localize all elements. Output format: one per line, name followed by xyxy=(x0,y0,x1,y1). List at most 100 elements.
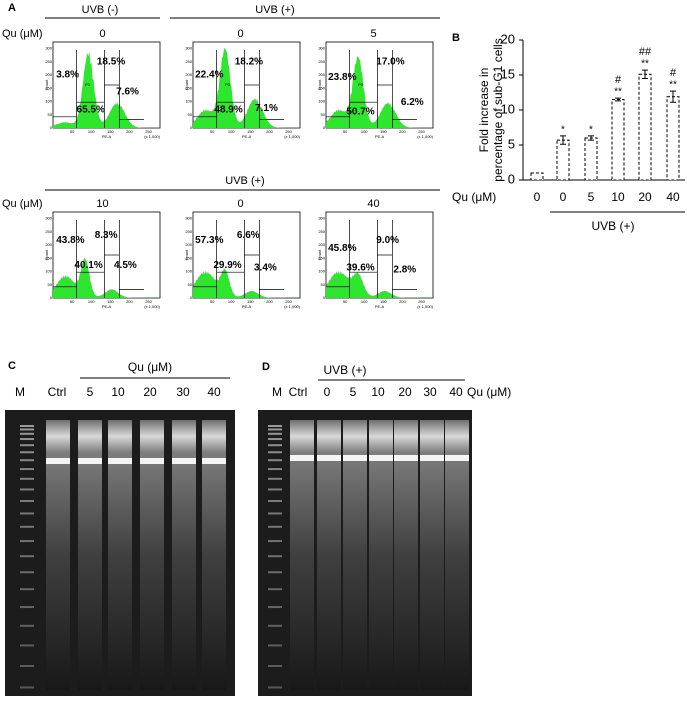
gate-percent: 29.9% xyxy=(213,260,241,271)
x-tick-label: 150 xyxy=(247,299,254,304)
bar xyxy=(584,137,598,181)
x-tick-label: 100 xyxy=(228,299,235,304)
ladder-band xyxy=(20,540,34,543)
axis-title: PE-A xyxy=(242,134,252,139)
significance-hash: # xyxy=(670,67,677,79)
y-tick-label: 200 xyxy=(318,242,325,247)
gate-percent: 39.6% xyxy=(346,263,374,274)
ladder-band xyxy=(268,624,282,627)
x-tick-label: 100 xyxy=(88,299,95,304)
lane-label: 20 xyxy=(143,385,157,399)
lane-label: 30 xyxy=(176,385,190,399)
x-tick-label: 0 xyxy=(560,190,567,204)
y-tick-label: 250 xyxy=(318,229,325,234)
ladder-band xyxy=(268,512,282,515)
y-tick-label: 20 xyxy=(501,31,515,46)
gate-percent: 7.6% xyxy=(116,87,139,98)
y-tick-label: 300 xyxy=(45,46,52,51)
gate-percent: 50.7% xyxy=(346,106,374,117)
x-tick-label: 150 xyxy=(107,299,114,304)
y-tick-label: 250 xyxy=(318,59,325,64)
gate-percent: 57.3% xyxy=(195,235,223,246)
x-tick-label: 40 xyxy=(666,190,680,204)
axis-title: PE-A xyxy=(102,304,112,309)
band xyxy=(78,458,102,464)
ladder-band xyxy=(268,525,282,528)
x-tick-label: 50 xyxy=(210,129,215,134)
lane-label: 10 xyxy=(111,385,125,399)
lane-label: 5 xyxy=(87,385,94,399)
gate-percent: 22.4% xyxy=(195,69,223,80)
gate-percent: 18.2% xyxy=(235,56,263,67)
band xyxy=(290,455,314,461)
ladder-band xyxy=(268,606,282,609)
axis-unit: (x 1,000) xyxy=(284,304,300,309)
y-tick-label: 10 xyxy=(501,101,515,116)
ladder-band xyxy=(268,555,282,558)
group-label: UVB (+) xyxy=(323,363,366,377)
ladder-band xyxy=(268,432,282,435)
gate-percent: 2.8% xyxy=(393,264,416,275)
y-tick-label: 50 xyxy=(48,282,53,287)
ladder-band xyxy=(20,512,34,515)
gate-percent: 6.6% xyxy=(237,230,260,241)
group-header: UVB (+) xyxy=(255,4,294,16)
axis-title: PE-A xyxy=(102,134,112,139)
x-tick-label: 250 xyxy=(418,299,425,304)
lane-label: 10 xyxy=(371,385,385,399)
histogram xyxy=(193,268,300,298)
axis-unit: (x 1,000) xyxy=(417,134,433,139)
x-tick-label: 100 xyxy=(88,129,95,134)
gate-percent: 40.1% xyxy=(74,260,102,271)
ladder-band xyxy=(20,444,34,447)
band xyxy=(369,455,393,461)
y-tick-label: 300 xyxy=(45,216,52,221)
band xyxy=(172,458,196,464)
lane xyxy=(317,420,341,690)
bar xyxy=(638,73,652,181)
lane-label: 5 xyxy=(350,385,357,399)
dose-label: Qu (μM) xyxy=(2,28,43,40)
ladder-band xyxy=(268,459,282,462)
ladder-band xyxy=(268,488,282,491)
axis-unit: (x 1,000) xyxy=(144,134,160,139)
ladder-band xyxy=(20,525,34,528)
x-tick-label: 200 xyxy=(399,129,406,134)
x-tick-label: 150 xyxy=(380,129,387,134)
y-tick-label: 200 xyxy=(318,72,325,77)
ladder-band xyxy=(268,477,282,480)
lane xyxy=(140,420,164,690)
band xyxy=(140,458,164,464)
y-tick-label: 50 xyxy=(321,282,326,287)
lane-label: Ctrl xyxy=(289,385,308,399)
ladder-band xyxy=(268,571,282,574)
panel-label: A xyxy=(8,2,16,14)
error-bar xyxy=(670,90,676,103)
panel-label: C xyxy=(8,360,16,372)
error-bar xyxy=(588,135,594,141)
ladder-band xyxy=(20,500,34,502)
lane-label: 0 xyxy=(324,385,331,399)
ladder-band xyxy=(20,644,34,647)
dose: 0 xyxy=(99,28,105,40)
gate-percent: 6.2% xyxy=(401,97,424,108)
significance: * xyxy=(561,125,565,136)
y-tick-label: 100 xyxy=(45,99,52,104)
ladder-band xyxy=(20,468,34,471)
lane xyxy=(445,420,469,690)
x-tick-label: 200 xyxy=(266,299,273,304)
histogram xyxy=(326,56,433,128)
ladder-band xyxy=(20,606,34,609)
gate-percent: 48.9% xyxy=(214,105,242,116)
x-tick-label: 200 xyxy=(399,299,406,304)
y-tick-label: 300 xyxy=(318,46,325,51)
gate-percent: 18.5% xyxy=(97,56,125,67)
y-tick-label: 0 xyxy=(190,295,193,300)
lane xyxy=(46,420,70,690)
plot-frame xyxy=(52,41,161,129)
gate-percent: 65.5% xyxy=(77,105,105,116)
x-tick-label: 5 xyxy=(588,190,595,204)
group-label: Qu (μM) xyxy=(128,360,172,374)
lane-label: 30 xyxy=(423,385,437,399)
ladder-band xyxy=(268,444,282,447)
